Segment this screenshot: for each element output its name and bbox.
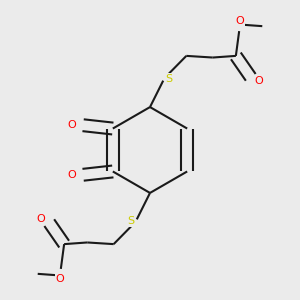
Text: S: S [128, 216, 135, 226]
Text: O: O [68, 120, 76, 130]
Text: O: O [255, 76, 263, 85]
Text: S: S [165, 74, 172, 84]
Text: O: O [37, 214, 45, 224]
Text: O: O [68, 170, 76, 180]
Text: O: O [236, 16, 244, 26]
Text: O: O [56, 274, 64, 284]
